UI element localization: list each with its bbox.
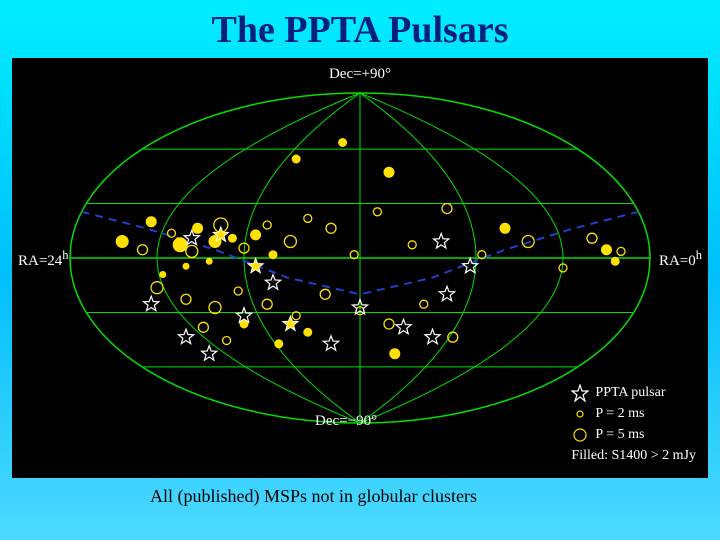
- ra-right-label: RA=0h: [659, 248, 702, 270]
- dec-top-label: Dec=+90°: [329, 66, 391, 83]
- legend-ppta: PPTA pulsar: [571, 382, 696, 403]
- page-title: The PPTA Pulsars: [0, 0, 720, 58]
- ra-left-label: RA=24h: [18, 248, 69, 270]
- caption: All (published) MSPs not in globular clu…: [0, 478, 720, 507]
- dec-bottom-label: Dec=−90°: [315, 413, 377, 430]
- legend-p2: P = 2 ms: [571, 403, 696, 424]
- legend-p5: P = 5 ms: [571, 424, 696, 445]
- sky-map-chart: Dec=+90° Dec=−90° RA=24h RA=0h PPTA puls…: [12, 58, 708, 478]
- legend-filled: Filled: S1400 > 2 mJy: [571, 445, 696, 466]
- legend: PPTA pulsar P = 2 ms P = 5 ms Filled: S1…: [571, 382, 696, 466]
